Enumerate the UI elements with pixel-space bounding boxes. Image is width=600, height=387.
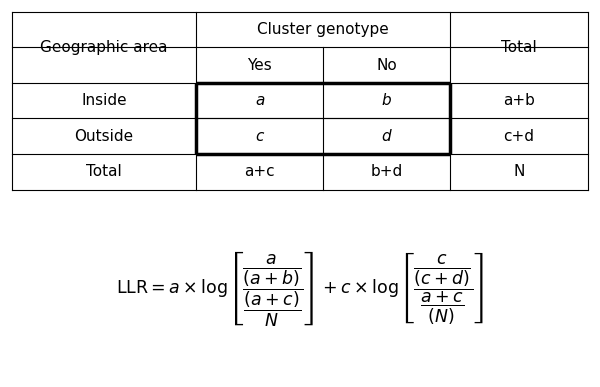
Text: Outside: Outside xyxy=(74,129,134,144)
Text: Yes: Yes xyxy=(247,58,272,72)
Text: c: c xyxy=(256,129,264,144)
Text: Cluster genotype: Cluster genotype xyxy=(257,22,389,37)
Text: Total: Total xyxy=(501,40,537,55)
Text: a+c: a+c xyxy=(244,164,275,179)
Text: c+d: c+d xyxy=(503,129,535,144)
Text: N: N xyxy=(513,164,524,179)
Text: Inside: Inside xyxy=(82,93,127,108)
Text: a+b: a+b xyxy=(503,93,535,108)
Text: No: No xyxy=(376,58,397,72)
Text: d: d xyxy=(382,129,391,144)
Text: b: b xyxy=(382,93,391,108)
Text: a: a xyxy=(255,93,265,108)
Text: $\mathrm{LLR} = a \times \log\!\left[\dfrac{\dfrac{a}{(a+b)}}{\dfrac{(a+c)}{N}}\: $\mathrm{LLR} = a \times \log\!\left[\df… xyxy=(116,249,484,328)
Text: Total: Total xyxy=(86,164,122,179)
Text: Geographic area: Geographic area xyxy=(40,40,168,55)
Text: b+d: b+d xyxy=(370,164,403,179)
